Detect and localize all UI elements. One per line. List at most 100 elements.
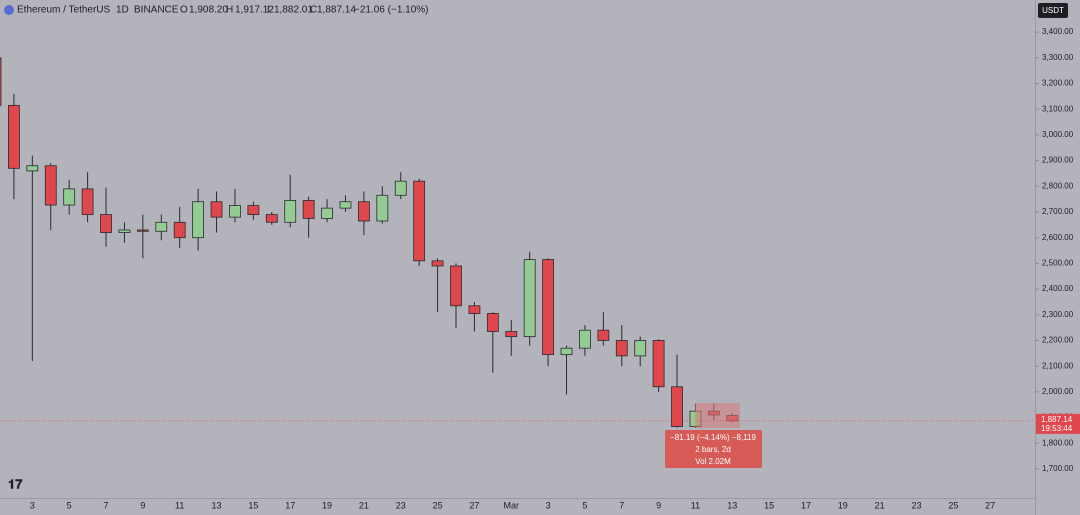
y-tick-label: 2,200.00 [1042, 336, 1074, 345]
exchange: BINANCE [134, 5, 179, 16]
candle-body [394, 180, 407, 196]
x-tick-label: 13 [727, 500, 737, 510]
y-tick-label: 2,300.00 [1042, 310, 1074, 319]
price-tag-value: 1,887.14 [1041, 415, 1073, 424]
currency-button-bg[interactable] [1038, 3, 1068, 18]
candle-body [505, 331, 518, 338]
x-tick-label: 15 [248, 500, 258, 510]
y-tick-label: 1,800.00 [1042, 438, 1074, 447]
candle-body [44, 165, 57, 206]
y-tick-label: 3,200.00 [1042, 79, 1074, 88]
x-tick-label: 19 [322, 500, 332, 510]
candle-body [229, 205, 241, 218]
plot-area [0, 0, 1035, 498]
candle-body [634, 340, 647, 357]
x-tick-label: 15 [764, 500, 774, 510]
y-tick-label: 2,100.00 [1042, 361, 1074, 370]
candle-body [652, 340, 665, 388]
candle-body [376, 194, 389, 222]
logo: 𝟏𝟕 [8, 476, 23, 491]
x-tick-label: 27 [985, 500, 995, 510]
legend-header: Ethereum / TetherUS 1D BINANCE O 1,908.2… [4, 5, 429, 16]
x-tick-label: 3 [546, 500, 551, 510]
candle-body [413, 180, 426, 262]
measure-range [695, 403, 740, 428]
y-tick-label: 1,700.00 [1042, 464, 1074, 473]
candle-body [247, 205, 260, 215]
y-tick-label: 2,900.00 [1042, 156, 1074, 165]
y-tick-label: 2,600.00 [1042, 233, 1074, 242]
x-tick-label: 21 [875, 500, 885, 510]
candle-body [136, 229, 149, 232]
candle-body [118, 229, 131, 233]
ohlc-value: 1,882.01 [274, 5, 313, 16]
candle-body [357, 201, 370, 222]
x-tick-label: 9 [140, 500, 145, 510]
y-tick-label: 3,000.00 [1042, 130, 1074, 139]
x-tick-label: 25 [948, 500, 958, 510]
candle-body [597, 329, 610, 341]
x-tick-label: 13 [212, 500, 222, 510]
candle-body [265, 214, 278, 223]
price-tag-countdown: 19:53:44 [1041, 424, 1073, 433]
x-tick-label: 7 [104, 500, 109, 510]
ohlc-value: 1,917.12 [235, 5, 274, 16]
y-tick-label: 2,000.00 [1042, 387, 1074, 396]
interval: 1D [116, 5, 129, 16]
x-tick-label: 25 [433, 500, 443, 510]
y-tick-label: 3,100.00 [1042, 104, 1074, 113]
y-tick-label: 2,800.00 [1042, 181, 1074, 190]
currency-label[interactable]: USDT [1042, 6, 1064, 15]
candle-body [560, 347, 573, 356]
candle-body [321, 207, 333, 219]
x-tick-label: 19 [838, 500, 848, 510]
x-tick-label: 11 [691, 500, 700, 510]
candle-body [450, 265, 462, 307]
measure-volume: Vol 2.02M [695, 457, 731, 466]
candle-body [100, 214, 112, 233]
candle-body [542, 259, 554, 356]
candle-body [615, 340, 628, 357]
candles [0, 57, 739, 428]
measure-span: 2 bars, 2d [695, 445, 731, 454]
x-tick-label: 7 [619, 500, 624, 510]
currency-button[interactable]: USDT [1038, 3, 1068, 18]
candle-body [63, 188, 76, 206]
x-tick-label: 21 [359, 500, 369, 510]
candle-body [0, 57, 2, 106]
measure-change: −81.19 (−4.14%) −8,119 [670, 433, 756, 442]
candle-body [431, 260, 444, 267]
candle-body [523, 259, 536, 338]
price-tag [1036, 413, 1080, 434]
candle-body [579, 329, 591, 349]
ohlc-value: 1,887.14 [317, 5, 356, 16]
candle-body [284, 200, 297, 223]
candle-body [173, 221, 186, 239]
symbol-icon [4, 5, 14, 15]
candle-body [8, 104, 20, 169]
x-tick-label: 27 [469, 500, 479, 510]
x-tick-label: 17 [801, 500, 811, 510]
candle-body [155, 221, 168, 232]
change: −21.06 (−1.10%) [354, 5, 429, 16]
candle-body [671, 386, 683, 427]
ohlc-label: O [180, 5, 188, 16]
x-tick-label: Mar [504, 500, 520, 510]
x-tick-label: 3 [30, 500, 35, 510]
x-tick-label: 17 [285, 500, 295, 510]
ohlc-label: C [310, 5, 317, 16]
x-tick-label: 11 [175, 500, 184, 510]
measure-tool: −81.19 (−4.14%) −8,119 2 bars, 2d Vol 2.… [665, 403, 762, 468]
x-tick-label: 23 [911, 500, 921, 510]
candle-body [81, 188, 94, 215]
candle-body [339, 201, 352, 209]
x-tick-label: 9 [656, 500, 661, 510]
symbol: Ethereum / TetherUS [17, 5, 111, 16]
candle-body [302, 200, 315, 219]
x-tick-label: 23 [396, 500, 406, 510]
y-tick-label: 3,300.00 [1042, 53, 1074, 62]
candle-body [192, 201, 205, 239]
ohlc-label: H [226, 5, 233, 16]
